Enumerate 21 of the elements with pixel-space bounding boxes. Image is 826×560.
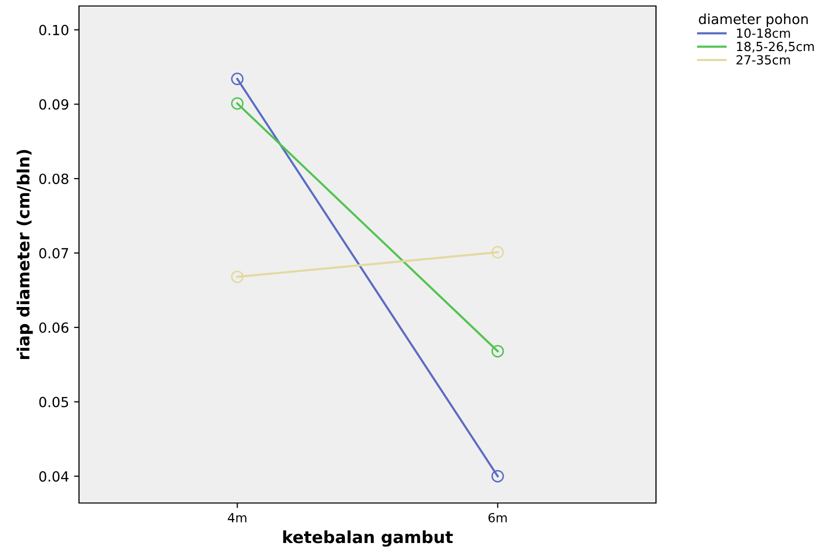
x-tick-label: 4m <box>228 513 246 522</box>
x-tick-label: 6m <box>488 512 507 522</box>
y-tick-label: 0.07 <box>39 248 68 258</box>
y-tick-label: 0.05 <box>39 396 68 408</box>
y-axis-title: riap diameter (cm/bln) <box>16 150 33 360</box>
legend-title: diameter pohon <box>698 14 808 27</box>
point <box>231 270 244 284</box>
y-tick-label: 0.04 <box>39 471 68 482</box>
point <box>231 97 244 110</box>
legend-label: 10-18cm <box>736 28 790 38</box>
point <box>491 344 504 358</box>
y-tick-label: 0.08 <box>39 174 68 184</box>
y-tick-label: 0.06 <box>39 322 68 333</box>
point <box>491 246 504 259</box>
legend-label: 27-35cm <box>736 55 790 65</box>
point <box>231 72 244 86</box>
y-tick-label: 0.09 <box>39 99 68 110</box>
x-axis-title: ketebalan gambut <box>283 530 453 547</box>
point <box>491 470 504 482</box>
y-tick-label: 0.10 <box>39 24 68 36</box>
legend-label: 18,5-26,5cm <box>736 42 814 52</box>
